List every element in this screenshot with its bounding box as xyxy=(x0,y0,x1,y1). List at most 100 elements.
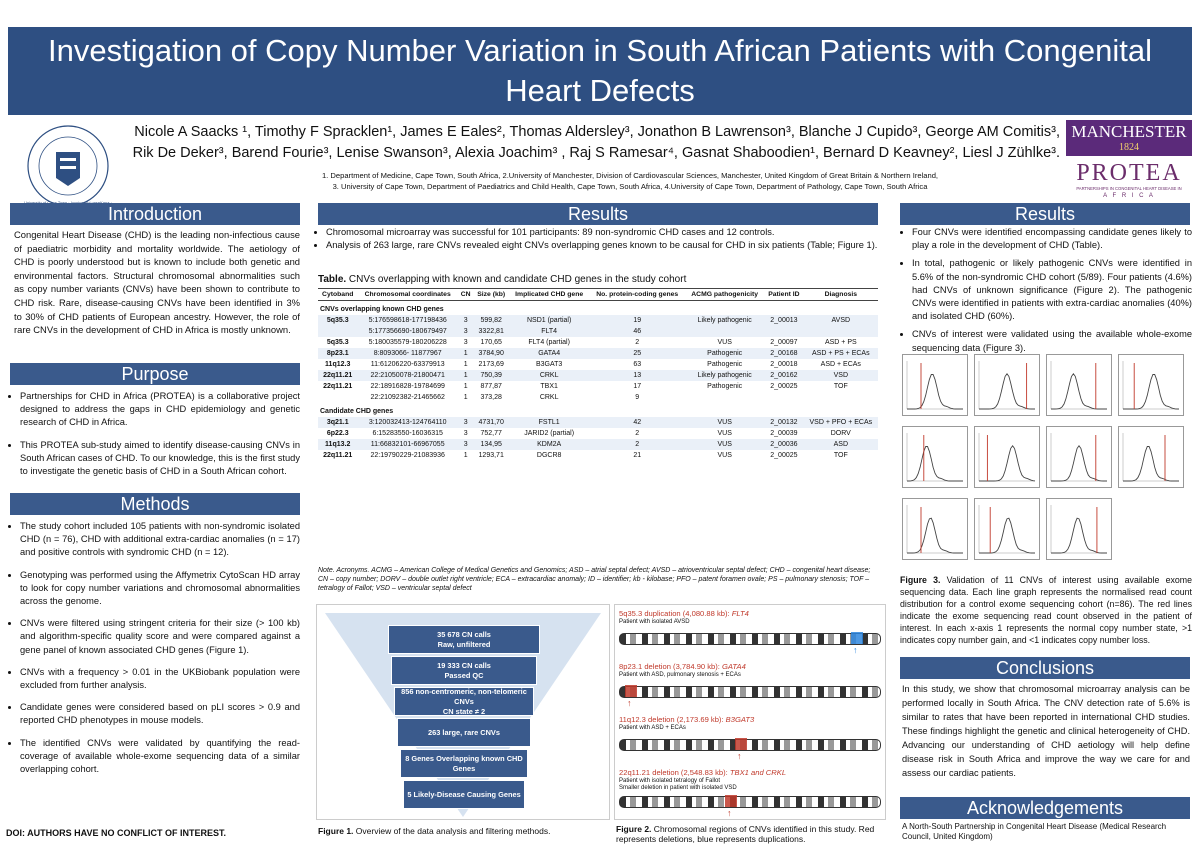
methods-bullet: The study cohort included 105 patients w… xyxy=(20,520,300,560)
table-cell-size: 877,87 xyxy=(480,383,502,390)
table-cell-n: 2 xyxy=(589,439,686,450)
table-row: 5q35.3 5:180035579-180206228 3 170,65 FLT4 (… xyxy=(318,337,878,348)
authors-line-1: Nicole A Saacks ¹, Timothy F Spracklen¹,… xyxy=(134,124,1060,140)
table-cell-dx: DORV xyxy=(830,430,851,437)
table-cell-cn: 3 xyxy=(463,339,468,346)
figure-1-label: Figure 1. xyxy=(318,826,354,836)
figure-3-label: Figure 3. xyxy=(900,575,941,585)
validation-graph xyxy=(1118,426,1184,488)
conclusions-heading: Conclusions xyxy=(900,657,1190,679)
validation-graph xyxy=(1118,354,1184,416)
table-row: 5:177356690-180679497 3 3322,81 FLT4 46 xyxy=(318,326,878,337)
chromosome-ideogram xyxy=(619,633,881,645)
table-cell-gene: JARID2 (partial) xyxy=(524,430,575,437)
results-heading-2: Results xyxy=(900,203,1190,225)
funnel-step-subtitle: Raw, unfiltered xyxy=(437,639,491,649)
chromosome-panel-subtitle-line: Patient with isolated tetralogy of Fallo… xyxy=(619,778,721,784)
table-cell-n: 25 xyxy=(589,348,686,359)
table-cell-coord: 22:18916828-19784699 xyxy=(370,383,445,390)
table-cell-dx: ASD + ECAs xyxy=(820,361,861,368)
cnv-table: Cytoband Chromosomal coordinates CN Size (k… xyxy=(318,288,878,461)
table-cell-size: 2173,69 xyxy=(478,361,504,368)
affiliation-line-2: 3. University of Cape Town, Department o… xyxy=(332,182,928,191)
manchester-logo-year: 1824 xyxy=(1119,142,1139,153)
arrow-up-icon: ↑ xyxy=(727,808,732,818)
chromosome-panel-gene: TBX1 and CRKL xyxy=(729,768,787,777)
table-row: 8p23.1 8:8093066- 11877967 1 3784,90 GATA4 25… xyxy=(318,348,878,359)
table-group-label: Candidate CHD genes xyxy=(320,408,394,415)
table-cell-coord: 5:180035579-180206228 xyxy=(368,339,447,346)
funnel-step-title: 19 333 CN calls xyxy=(437,660,491,670)
table-cell-size: 373,28 xyxy=(480,394,502,401)
table-cell-band: 22q11.21 xyxy=(323,452,353,459)
table-cell-coord: 11:66832101-66967055 xyxy=(357,439,458,450)
table-cell-band: 6p22.3 xyxy=(326,430,349,437)
table-cell-pid: 2_00025 xyxy=(770,452,798,459)
purpose-bullet: This PROTEA sub-study aimed to identify … xyxy=(20,439,300,479)
chromosome-panel: 5q35.3 duplication (4,080.88 kb): FLT4 Pa… xyxy=(615,609,885,661)
chromosome-panel-subtitle-line: Patient with isolated AVSD xyxy=(619,619,690,625)
table-cell-band: 8p23.1 xyxy=(318,348,358,359)
table-cell-acmg: VUS xyxy=(717,452,732,459)
table-cell-size: 599,82 xyxy=(473,315,510,326)
methods-bullet: The identified CNVs were validated by qu… xyxy=(20,737,300,777)
table-cell-coord: 22:21050078-21800471 xyxy=(357,370,458,381)
table-cell-n: 19 xyxy=(589,315,686,326)
table-cell-acmg xyxy=(685,326,765,337)
validation-graph xyxy=(1046,498,1112,560)
table-cell-band xyxy=(318,326,358,337)
table-cell-gene: KDM2A xyxy=(509,439,590,450)
table-cell-n: 2 xyxy=(635,430,640,437)
arrow-up-icon: ↑ xyxy=(853,645,858,655)
validation-graph xyxy=(974,426,1040,488)
affiliations: 1. Department of Medicine, Cape Town, So… xyxy=(200,170,1060,192)
funnel-step-title: 35 678 CN calls xyxy=(437,629,491,639)
introduction-text: Congenital Heart Disease (CHD) is the le… xyxy=(14,229,300,336)
table-cell-size: 170,65 xyxy=(480,339,502,346)
protea-logo-text: PROTEA xyxy=(1076,160,1182,186)
results-bullet: In total, pathogenic or likely pathogeni… xyxy=(912,257,1192,323)
chromosome-panel-subtitle-line: Patient with ASD + ECAs xyxy=(619,725,686,731)
funnel-step: 263 large, rare CNVs xyxy=(397,718,531,747)
funnel-step-subtitle: CN state ≠ 2 xyxy=(442,706,486,716)
table-cell-band xyxy=(318,392,357,403)
table-cell-coord: 3:120032413-124764110 xyxy=(357,417,458,428)
chromosome-panel-gene: B3GAT3 xyxy=(725,715,755,724)
funnel-step: 5 Likely-Disease Causing Genes xyxy=(403,780,525,809)
chromosome-panel-title: 22q11.21 deletion (2,548.83 kb): xyxy=(619,768,730,777)
table-cell-size: 1293,71 xyxy=(478,452,504,459)
table-cell-pid xyxy=(764,392,803,403)
table-cell-n: 9 xyxy=(635,394,640,401)
table-cell-cn: 3 xyxy=(463,430,468,437)
table-cell-cn: 1 xyxy=(463,394,468,401)
table-cell-size: 4731,70 xyxy=(473,417,510,428)
table-cell-size: 134,95 xyxy=(473,439,510,450)
chromosome-panel-title: 5q35.3 duplication (4,080.88 kb): xyxy=(619,609,732,618)
table-cell-size: 3784,90 xyxy=(473,348,510,359)
chromosome-panel-subtitle: Patient with ASD, pulmonary stenosis + E… xyxy=(619,672,741,679)
table-cell-pid: 2_00013 xyxy=(764,315,804,326)
table-cell-cn: 1 xyxy=(463,361,468,368)
chromosome-ideogram xyxy=(619,739,881,751)
table-cell-gene: GATA4 xyxy=(509,348,590,359)
table-cell-acmg: VUS xyxy=(685,439,765,450)
table-cell-pid: 2_00132 xyxy=(764,417,804,428)
table-cell-pid: 2_00039 xyxy=(770,430,798,437)
table-row: 11q13.2 11:66832101-66967055 3 134,95 KDM2A 2… xyxy=(318,439,878,450)
funnel-step-title: 263 large, rare CNVs xyxy=(428,727,500,737)
table-cell-acmg: VUS xyxy=(685,417,765,428)
table-cell-dx: ASD + PS + ECAs xyxy=(803,348,878,359)
protea-logo-africa: A F R I C A xyxy=(1103,193,1155,199)
purpose-heading: Purpose xyxy=(10,363,300,385)
table-cell-cn: 1 xyxy=(463,452,468,459)
table-cell-cn: 3 xyxy=(457,417,474,428)
results-bullet: CNVs of interest were validated using th… xyxy=(912,328,1192,354)
table-cell-acmg: Pathogenic xyxy=(685,348,765,359)
table-cell-pid: 2_00168 xyxy=(764,348,804,359)
funnel-step: 19 333 CN calls Passed QC xyxy=(391,656,537,685)
table-cell-acmg: Likely pathogenic xyxy=(685,370,765,381)
table-cell-gene: FSTL1 xyxy=(509,417,590,428)
table-cell-acmg: Likely pathogenic xyxy=(685,315,765,326)
figure-2-caption-text: Chromosomal regions of CNVs identified i… xyxy=(616,824,875,844)
table-cell-dx: VSD + PFO + ECAs xyxy=(803,417,878,428)
